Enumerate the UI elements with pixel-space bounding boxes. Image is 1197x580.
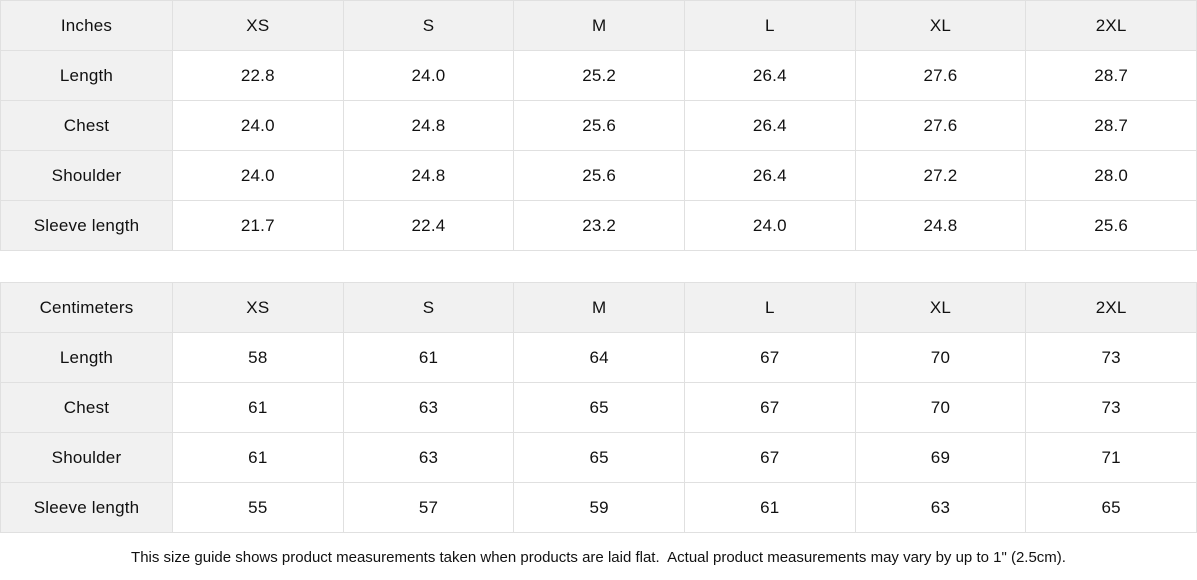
size-column-header: XL [854,0,1027,51]
size-guide-disclaimer: This size guide shows product measuremen… [0,533,1197,580]
measurement-value: 27.2 [854,150,1027,201]
measurement-label: Shoulder [0,432,173,483]
measurement-row: Length 22.8 24.0 25.2 26.4 27.6 28.7 [0,50,1197,101]
measurement-value: 25.6 [513,150,685,201]
measurement-value: 27.6 [854,100,1027,151]
size-column-header: XS [172,282,344,333]
measurement-label: Sleeve length [0,200,173,251]
measurement-value: 59 [513,482,685,533]
measurement-value: 70 [854,332,1027,383]
measurement-value: 25.2 [513,50,685,101]
size-table-header-row: Centimeters XS S M L XL 2XL [0,282,1197,333]
measurement-value: 24.0 [342,50,515,101]
measurement-value: 61 [683,482,856,533]
measurement-value: 22.4 [342,200,515,251]
measurement-value: 61 [172,432,344,483]
measurement-row: Chest 24.0 24.8 25.6 26.4 27.6 28.7 [0,100,1197,151]
measurement-value: 67 [683,332,856,383]
measurement-value: 65 [513,432,685,483]
measurement-value: 61 [172,382,344,433]
measurement-value: 24.0 [172,100,344,151]
measurement-value: 61 [342,332,515,383]
measurement-label: Sleeve length [0,482,173,533]
measurement-value: 67 [683,382,856,433]
measurement-value: 28.7 [1025,50,1197,101]
unit-header-cell: Inches [0,0,173,51]
measurement-row: Sleeve length 21.7 22.4 23.2 24.0 24.8 25.6 [0,200,1197,251]
measurement-value: 65 [1025,482,1197,533]
size-column-header: S [342,282,515,333]
measurement-value: 64 [513,332,685,383]
size-tables: Inches XS S M L XL 2XL Length 22.8 24.0 25.2 26.4 27… [0,0,1197,533]
measurement-row: Shoulder 61 63 65 67 69 71 [0,432,1197,483]
measurement-value: 24.0 [172,150,344,201]
measurement-value: 22.8 [172,50,344,101]
measurement-value: 26.4 [683,50,856,101]
measurement-value: 70 [854,382,1027,433]
size-column-header: XL [854,282,1027,333]
measurement-value: 63 [854,482,1027,533]
measurement-value: 27.6 [854,50,1027,101]
measurement-value: 25.6 [1025,200,1197,251]
measurement-row: Length 58 61 64 67 70 73 [0,332,1197,383]
size-column-header: XS [172,0,344,51]
size-column-header: L [683,282,856,333]
measurement-value: 73 [1025,382,1197,433]
measurement-value: 57 [342,482,515,533]
measurement-value: 21.7 [172,200,344,251]
size-column-header: M [513,282,685,333]
measurement-value: 25.6 [513,100,685,151]
size-column-header: M [513,0,685,51]
size-column-header: 2XL [1025,282,1197,333]
measurement-value: 73 [1025,332,1197,383]
measurement-row: Sleeve length 55 57 59 61 63 65 [0,482,1197,533]
size-column-header: L [683,0,856,51]
measurement-value: 58 [172,332,344,383]
measurement-value: 63 [342,432,515,483]
measurement-label: Chest [0,100,173,151]
measurement-value: 23.2 [513,200,685,251]
measurement-value: 69 [854,432,1027,483]
measurement-value: 63 [342,382,515,433]
measurement-label: Length [0,50,173,101]
measurement-value: 28.0 [1025,150,1197,201]
measurement-value: 24.8 [342,100,515,151]
measurement-row: Chest 61 63 65 67 70 73 [0,382,1197,433]
inches-size-table: Inches XS S M L XL 2XL Length 22.8 24.0 25.2 26.4 27… [0,0,1197,251]
centimeters-size-table: Centimeters XS S M L XL 2XL Length 58 61 64 67 70 73 C… [0,282,1197,533]
measurement-value: 26.4 [683,100,856,151]
measurement-row: Shoulder 24.0 24.8 25.6 26.4 27.2 28.0 [0,150,1197,201]
size-column-header: 2XL [1025,0,1197,51]
measurement-value: 65 [513,382,685,433]
measurement-label: Chest [0,382,173,433]
measurement-value: 24.8 [854,200,1027,251]
measurement-value: 26.4 [683,150,856,201]
size-column-header: S [342,0,515,51]
size-table-header-row: Inches XS S M L XL 2XL [0,0,1197,51]
unit-header-cell: Centimeters [0,282,173,333]
measurement-value: 24.0 [683,200,856,251]
measurement-label: Length [0,332,173,383]
measurement-value: 55 [172,482,344,533]
measurement-value: 67 [683,432,856,483]
measurement-value: 71 [1025,432,1197,483]
table-gap [0,251,1197,282]
measurement-value: 28.7 [1025,100,1197,151]
measurement-value: 24.8 [342,150,515,201]
measurement-label: Shoulder [0,150,173,201]
